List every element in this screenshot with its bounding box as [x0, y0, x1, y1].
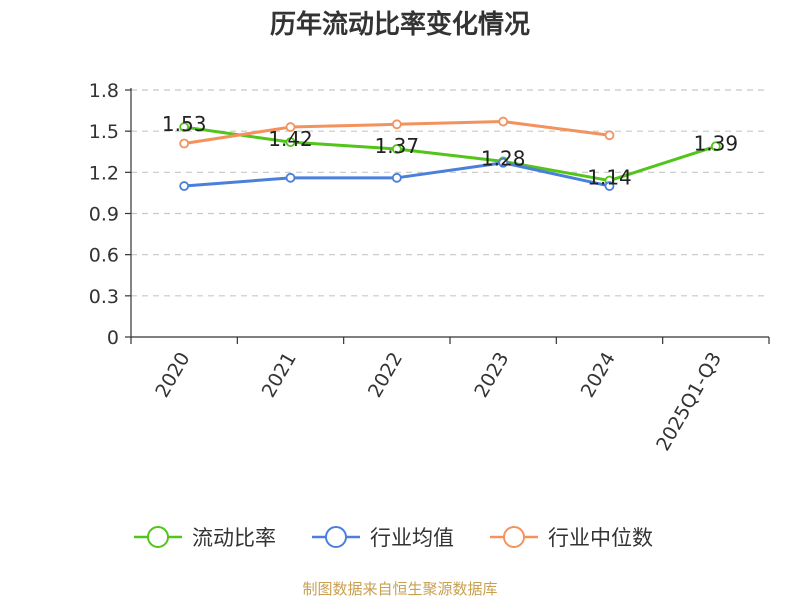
- legend-item-0[interactable]: 流动比率: [134, 526, 276, 550]
- y-tick-label: 0: [107, 327, 119, 349]
- data-point: [498, 116, 509, 127]
- chart-title: 历年流动比率变化情况: [269, 10, 530, 40]
- y-tick-label: 0.9: [89, 204, 119, 226]
- x-tick-label: 2023: [470, 348, 513, 401]
- y-tick-label: 1.5: [89, 121, 119, 143]
- x-tick-label: 2024: [577, 349, 620, 402]
- legend-item-2[interactable]: 行业中位数: [490, 526, 653, 550]
- series-line-0: [183, 125, 717, 183]
- data-label: 1.42: [268, 127, 313, 151]
- legend-item-1[interactable]: 行业均值: [312, 526, 454, 550]
- data-point: [391, 144, 402, 154]
- grid-layer: [131, 89, 769, 297]
- x-tick-label: 2022: [364, 349, 407, 402]
- data-point: [285, 122, 296, 132]
- y-tick-label: 1.2: [89, 162, 119, 184]
- data-point: [179, 181, 190, 191]
- legend-label: 流动比率: [192, 526, 276, 550]
- data-point: [391, 119, 402, 130]
- data-point: [710, 141, 721, 152]
- legend-marker: [325, 526, 347, 548]
- y-tick-label: 0.3: [89, 286, 119, 308]
- data-label: 1.53: [162, 112, 207, 136]
- data-label-layer: 1.53 1.42 1.37 1.28 1.14 1.39: [162, 112, 738, 190]
- axis-layer: 0 0.3 0.6 0.9 1.2 1.5 1.8 2020 2021 2022 2023 2024 2…: [89, 80, 770, 455]
- series-layer: [179, 116, 721, 191]
- data-point: [498, 157, 509, 168]
- data-point: [391, 172, 402, 183]
- data-point: [179, 138, 190, 149]
- legend[interactable]: 流动比率 行业均值 行业中位数: [134, 526, 653, 550]
- data-point: [604, 130, 615, 141]
- data-point: [285, 172, 296, 183]
- data-source-note: 制图数据来自恒生聚源数据库: [302, 580, 498, 598]
- legend-label: 行业均值: [370, 526, 454, 550]
- legend-marker: [147, 526, 169, 548]
- x-tick-label: 2020: [151, 349, 194, 402]
- x-tick-label: 2025Q1-Q3: [652, 349, 726, 455]
- data-point: [179, 122, 190, 132]
- y-tick-label: 1.8: [89, 80, 119, 102]
- x-tick-label: 2021: [258, 349, 301, 402]
- y-tick-label: 0.6: [89, 245, 119, 267]
- data-label: 1.14: [587, 166, 632, 190]
- data-label: 1.28: [481, 146, 526, 170]
- data-label: 1.39: [694, 131, 739, 155]
- legend-label: 行业中位数: [548, 526, 653, 550]
- data-label: 1.37: [375, 134, 420, 158]
- legend-marker: [503, 526, 525, 548]
- data-point: [604, 181, 615, 191]
- data-point: [285, 137, 296, 148]
